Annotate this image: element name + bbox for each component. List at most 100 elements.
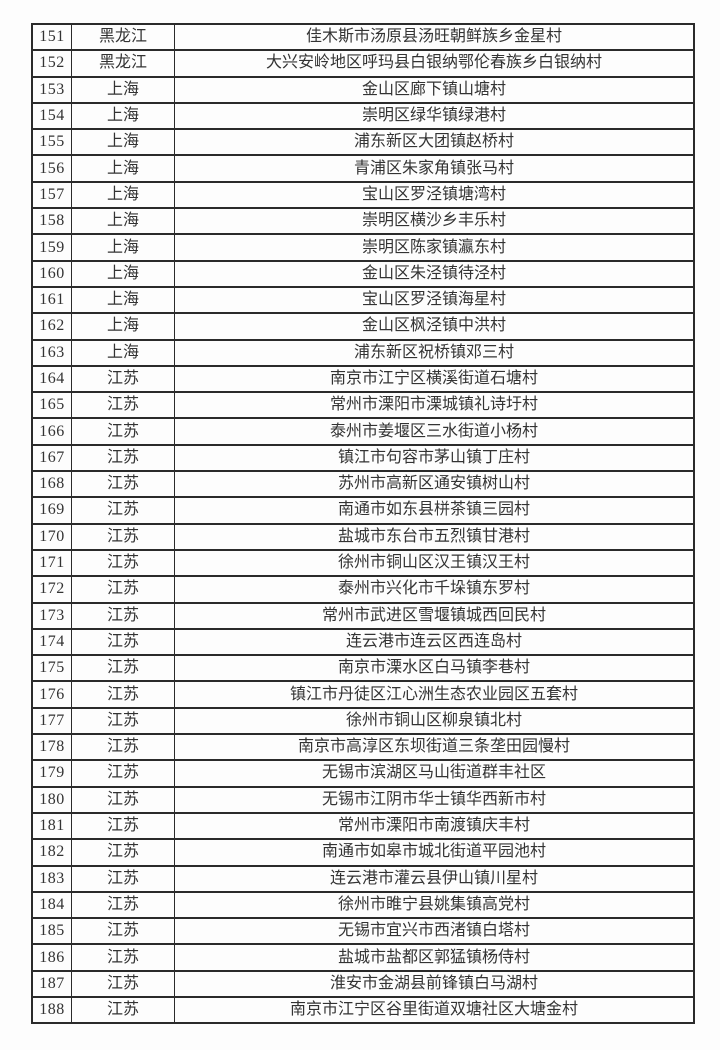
province-cell: 江苏: [71, 627, 175, 657]
row-number-cell: 168: [31, 470, 72, 499]
village-name-cell: 南通市如皋市城北街道平园池村: [174, 838, 695, 867]
village-name-cell: 常州市武进区雪堰镇城西回民村: [174, 601, 695, 630]
province-cell: 江苏: [71, 575, 175, 604]
row-number-cell: 172: [31, 575, 72, 604]
village-name-cell: 崇明区横沙乡丰乐村: [174, 207, 695, 236]
province-cell: 江苏: [71, 548, 175, 578]
province-cell: 上海: [71, 128, 175, 157]
table-row: 158 上海 崇明区横沙乡丰乐村: [31, 207, 695, 236]
row-number-cell: 160: [31, 259, 72, 288]
row-number-cell: 180: [31, 785, 72, 814]
province-cell: 江苏: [71, 496, 175, 525]
province-cell: 江苏: [71, 969, 175, 998]
table-row: 169 江苏 南通市如东县栟茶镇三园村: [31, 496, 695, 525]
table-row: 164 江苏 南京市江宁区横溪街道石塘村: [31, 364, 695, 394]
table-row: 178 江苏 南京市高淳区东坝街道三条垄田园慢村: [31, 733, 695, 762]
table-row: 151 黑龙江 佳木斯市汤原县汤旺朝鲜族乡金星村: [31, 22, 695, 52]
village-name-cell: 镇江市丹徒区江心洲生态农业园区五套村: [174, 680, 695, 709]
table-row: 155 上海 浦东新区大团镇赵桥村: [31, 128, 695, 157]
village-name-cell: 浦东新区大团镇赵桥村: [174, 128, 695, 157]
table-row: 173 江苏 常州市武进区雪堰镇城西回民村: [31, 601, 695, 630]
village-name-cell: 无锡市滨湖区马山街道群丰社区: [174, 759, 695, 788]
row-number-cell: 179: [31, 759, 72, 788]
row-number-cell: 171: [31, 548, 72, 578]
row-number-cell: 173: [31, 601, 72, 630]
village-name-cell: 宝山区罗泾镇海星村: [174, 285, 695, 315]
village-name-cell: 泰州市兴化市千垛镇东罗村: [174, 575, 695, 604]
table-row: 180 江苏 无锡市江阴市华士镇华西新市村: [31, 785, 695, 814]
table-row: 187 江苏 淮安市金湖县前锋镇白马湖村: [31, 969, 695, 998]
village-name-cell: 无锡市江阴市华士镇华西新市村: [174, 785, 695, 814]
table-row: 162 上海 金山区枫泾镇中洪村: [31, 312, 695, 341]
table-row: 177 江苏 徐州市铜山区柳泉镇北村: [31, 706, 695, 736]
table-row: 165 江苏 常州市溧阳市溧城镇礼诗圩村: [31, 391, 695, 420]
village-name-cell: 常州市溧阳市南渡镇庆丰村: [174, 811, 695, 841]
village-name-cell: 金山区朱泾镇待泾村: [174, 259, 695, 288]
table-row: 153 上海 金山区廊下镇山塘村: [31, 75, 695, 104]
village-name-cell: 泰州市姜堰区三水街道小杨村: [174, 417, 695, 446]
province-cell: 江苏: [71, 995, 175, 1025]
province-cell: 黑龙江: [71, 49, 175, 78]
row-number-cell: 177: [31, 706, 72, 736]
row-number-cell: 159: [31, 233, 72, 262]
table-row: 154 上海 崇明区绿华镇绿港村: [31, 101, 695, 131]
village-name-cell: 南京市溧水区白马镇李巷村: [174, 654, 695, 683]
village-name-cell: 南京市江宁区横溪街道石塘村: [174, 364, 695, 394]
village-name-cell: 淮安市金湖县前锋镇白马湖村: [174, 969, 695, 998]
table-row: 172 江苏 泰州市兴化市千垛镇东罗村: [31, 575, 695, 604]
table-row: 167 江苏 镇江市句容市茅山镇丁庄村: [31, 443, 695, 473]
table-row: 159 上海 崇明区陈家镇瀛东村: [31, 233, 695, 262]
table-row: 175 江苏 南京市溧水区白马镇李巷村: [31, 654, 695, 683]
row-number-cell: 152: [31, 49, 72, 78]
province-cell: 上海: [71, 180, 175, 210]
province-cell: 江苏: [71, 522, 175, 551]
province-cell: 江苏: [71, 654, 175, 683]
row-number-cell: 174: [31, 627, 72, 657]
row-number-cell: 169: [31, 496, 72, 525]
province-cell: 上海: [71, 312, 175, 341]
row-number-cell: 157: [31, 180, 72, 210]
province-cell: 江苏: [71, 391, 175, 420]
province-cell: 上海: [71, 101, 175, 131]
row-number-cell: 165: [31, 391, 72, 420]
table-row: 170 江苏 盐城市东台市五烈镇甘港村: [31, 522, 695, 551]
row-number-cell: 154: [31, 101, 72, 131]
row-number-cell: 162: [31, 312, 72, 341]
province-cell: 上海: [71, 259, 175, 288]
province-cell: 上海: [71, 207, 175, 236]
row-number-cell: 175: [31, 654, 72, 683]
village-name-cell: 浦东新区祝桥镇邓三村: [174, 338, 695, 367]
province-cell: 江苏: [71, 838, 175, 867]
row-number-cell: 181: [31, 811, 72, 841]
table-row: 184 江苏 徐州市睢宁县姚集镇高党村: [31, 890, 695, 920]
row-number-cell: 163: [31, 338, 72, 367]
province-cell: 江苏: [71, 811, 175, 841]
village-name-cell: 崇明区绿华镇绿港村: [174, 101, 695, 131]
province-cell: 江苏: [71, 759, 175, 788]
village-name-cell: 镇江市句容市茅山镇丁庄村: [174, 443, 695, 473]
province-cell: 江苏: [71, 943, 175, 972]
table-row: 186 江苏 盐城市盐都区郭猛镇杨侍村: [31, 943, 695, 972]
row-number-cell: 184: [31, 890, 72, 920]
province-cell: 上海: [71, 75, 175, 104]
row-number-cell: 188: [31, 995, 72, 1025]
village-list-table: 151 黑龙江 佳木斯市汤原县汤旺朝鲜族乡金星村 152 黑龙江 大兴安岭地区呼…: [31, 22, 695, 1025]
table-row: 168 江苏 苏州市高新区通安镇树山村: [31, 470, 695, 499]
village-name-cell: 崇明区陈家镇瀛东村: [174, 233, 695, 262]
table-row: 157 上海 宝山区罗泾镇塘湾村: [31, 180, 695, 210]
row-number-cell: 153: [31, 75, 72, 104]
village-name-cell: 徐州市睢宁县姚集镇高党村: [174, 890, 695, 920]
province-cell: 上海: [71, 154, 175, 183]
village-name-cell: 宝山区罗泾镇塘湾村: [174, 180, 695, 210]
village-name-cell: 佳木斯市汤原县汤旺朝鲜族乡金星村: [174, 22, 695, 52]
province-cell: 上海: [71, 233, 175, 262]
village-name-cell: 盐城市盐都区郭猛镇杨侍村: [174, 943, 695, 972]
row-number-cell: 182: [31, 838, 72, 867]
table-row: 185 江苏 无锡市宜兴市西渚镇白塔村: [31, 917, 695, 946]
village-name-cell: 苏州市高新区通安镇树山村: [174, 470, 695, 499]
village-name-cell: 南京市高淳区东坝街道三条垄田园慢村: [174, 733, 695, 762]
village-name-cell: 无锡市宜兴市西渚镇白塔村: [174, 917, 695, 946]
table-row: 152 黑龙江 大兴安岭地区呼玛县白银纳鄂伦春族乡白银纳村: [31, 49, 695, 78]
row-number-cell: 176: [31, 680, 72, 709]
row-number-cell: 167: [31, 443, 72, 473]
